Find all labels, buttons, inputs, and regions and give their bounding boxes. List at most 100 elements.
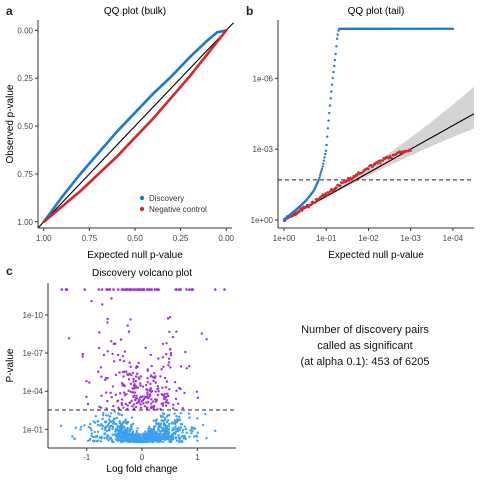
- panel-b-discovery-point: [324, 149, 328, 152]
- panel-b-y-tick-label: 1e-03: [253, 145, 274, 154]
- panel-b-discovery-point: [327, 119, 330, 122]
- panel-b-negative-control-point: [349, 176, 352, 179]
- panel-c-significant-point: [166, 392, 169, 396]
- panel-c-significant-point: [123, 350, 127, 353]
- panel-c-significant-point: [163, 376, 167, 380]
- panel-c-nonsignificant-point: [175, 415, 178, 418]
- panel-c-nonsignificant-point: [124, 438, 127, 441]
- panel-b-discovery-point: [324, 152, 327, 156]
- panel-c-nonsignificant-point: [171, 434, 174, 438]
- panel-b-x-tick-label: 1e-01: [316, 234, 337, 243]
- panel-c-significant-point: [152, 379, 155, 382]
- panel-c-significant-point: [133, 391, 137, 394]
- panel-c-nonsignificant-point: [180, 440, 184, 443]
- panel-c-significant-point: [97, 370, 100, 373]
- panel-c-significant-point: [167, 357, 171, 360]
- panel-c-significant-point: [111, 352, 114, 356]
- panel-c-nonsignificant-point: [170, 422, 173, 425]
- panel-c-significant-point: [172, 407, 175, 410]
- panel-c-nonsignificant-point: [149, 438, 153, 441]
- panel-c-significant-point: [165, 399, 168, 402]
- panel-c-nonsignificant-point: [95, 439, 99, 443]
- panel-a-legend-marker: [139, 206, 145, 212]
- panel-c-significant-point: [122, 360, 126, 363]
- panel-c-nonsignificant-point: [177, 433, 180, 437]
- panel-a-title: QQ plot (bulk): [104, 6, 166, 17]
- panel-c-nonsignificant-point: [151, 436, 154, 440]
- panel-c-nonsignificant-point: [152, 427, 155, 430]
- panel-c-nonsignificant-point: [179, 422, 183, 426]
- panel-c-significant-point: [132, 377, 135, 381]
- panel-c-nonsignificant-point: [100, 435, 103, 438]
- panel-c-letter: c: [6, 264, 13, 278]
- panel-c-significant-point: [179, 365, 183, 368]
- panel-c-significant-point: [124, 402, 128, 406]
- panel-c-nonsignificant-point: [152, 419, 155, 422]
- panel-c-nonsignificant-point: [126, 436, 129, 439]
- panel-c-nonsignificant-point: [101, 413, 105, 417]
- panel-c-nonsignificant-point: [191, 429, 194, 433]
- panel-c-significant-point: [105, 407, 108, 410]
- panel-a-y-tick-label: 0.25: [17, 74, 33, 83]
- panel-b-negative-control-point: [390, 156, 393, 160]
- panel-c-y-tick-label: 1e-01: [23, 425, 44, 434]
- panel-c-nonsignificant-point: [165, 426, 169, 430]
- panel-c-significant-point: [135, 365, 139, 368]
- panel-c-nonsignificant-point: [177, 415, 181, 419]
- panel-c-significant-point: [130, 373, 133, 377]
- panel-c-nonsignificant-point: [130, 423, 133, 427]
- panel-c-significant-point: [135, 372, 139, 375]
- panel-c-significant-point: [120, 382, 124, 385]
- panel-c-significant-point: [132, 407, 136, 410]
- panel-c-significant-point: [134, 398, 137, 402]
- panel-c-nonsignificant-point: [162, 412, 166, 416]
- panel-c-nonsignificant-point: [196, 417, 199, 420]
- panel-b-discovery-point: [329, 97, 332, 100]
- panel-c-nonsignificant-point: [88, 438, 92, 442]
- panel-c-significant-point: [132, 384, 136, 387]
- panel-c-significant-point: [139, 382, 142, 385]
- panel-c-x-tick-label: -1: [83, 453, 91, 462]
- panel-c-nonsignificant-point: [115, 435, 118, 438]
- panel-c-nonsignificant-point: [121, 433, 125, 436]
- panel-c-nonsignificant-point: [109, 420, 112, 423]
- panel-c-nonsignificant-point: [79, 428, 82, 431]
- panel-c-nonsignificant-point: [157, 426, 160, 429]
- panel-b-negative-control-point: [401, 151, 404, 155]
- panel-c-significant-point: [112, 342, 116, 346]
- panel-c-nonsignificant-point: [107, 435, 110, 438]
- panel-c-nonsignificant-point: [99, 440, 103, 443]
- panel-c-nonsignificant-point: [157, 439, 161, 442]
- panel-c-significant-point: [123, 370, 126, 373]
- panel-c-nonsignificant-point: [122, 440, 126, 443]
- panel-c-significant-point: [172, 403, 175, 406]
- panel-c-nonsignificant-point: [152, 432, 155, 436]
- panel-a-y-tick-label: 0.50: [17, 122, 33, 131]
- panel-b-negative-control-point: [339, 184, 342, 187]
- panel-c-significant-point: [154, 381, 157, 384]
- panel-c-nonsignificant-point: [119, 428, 123, 431]
- panel-c-significant-point: [100, 394, 103, 398]
- panel-c-significant-point: [139, 403, 143, 406]
- panel-c-significant-point: [139, 384, 142, 387]
- panel-c-nonsignificant-point: [107, 439, 110, 442]
- panel-c-significant-point: [86, 402, 90, 406]
- panel-c-nonsignificant-point: [118, 425, 122, 429]
- panel-c-nonsignificant-point: [126, 426, 129, 430]
- panel-c-title: Discovery volcano plot: [92, 268, 192, 279]
- panel-c-nonsignificant-point: [103, 436, 106, 440]
- panel-c-nonsignificant-point: [160, 437, 163, 440]
- panel-c-significant-point: [188, 365, 191, 368]
- summary-line-3: (at alpha 0.1): 453 of 6205: [300, 356, 430, 368]
- panel-c-significant-point: [169, 354, 173, 357]
- panel-c-nonsignificant-point: [168, 413, 171, 417]
- panel-c-nonsignificant-point: [204, 412, 207, 416]
- panel-c-significant-point: [131, 405, 134, 408]
- panel-c-significant-point: [176, 402, 180, 405]
- panel-c-nonsignificant-point: [178, 440, 181, 444]
- panel-c-nonsignificant-point: [101, 417, 104, 421]
- panel-c-nonsignificant-point: [109, 436, 113, 439]
- panel-c-nonsignificant-point: [150, 434, 153, 438]
- panel-c-nonsignificant-point: [196, 439, 199, 442]
- panel-c-nonsignificant-point: [103, 428, 107, 431]
